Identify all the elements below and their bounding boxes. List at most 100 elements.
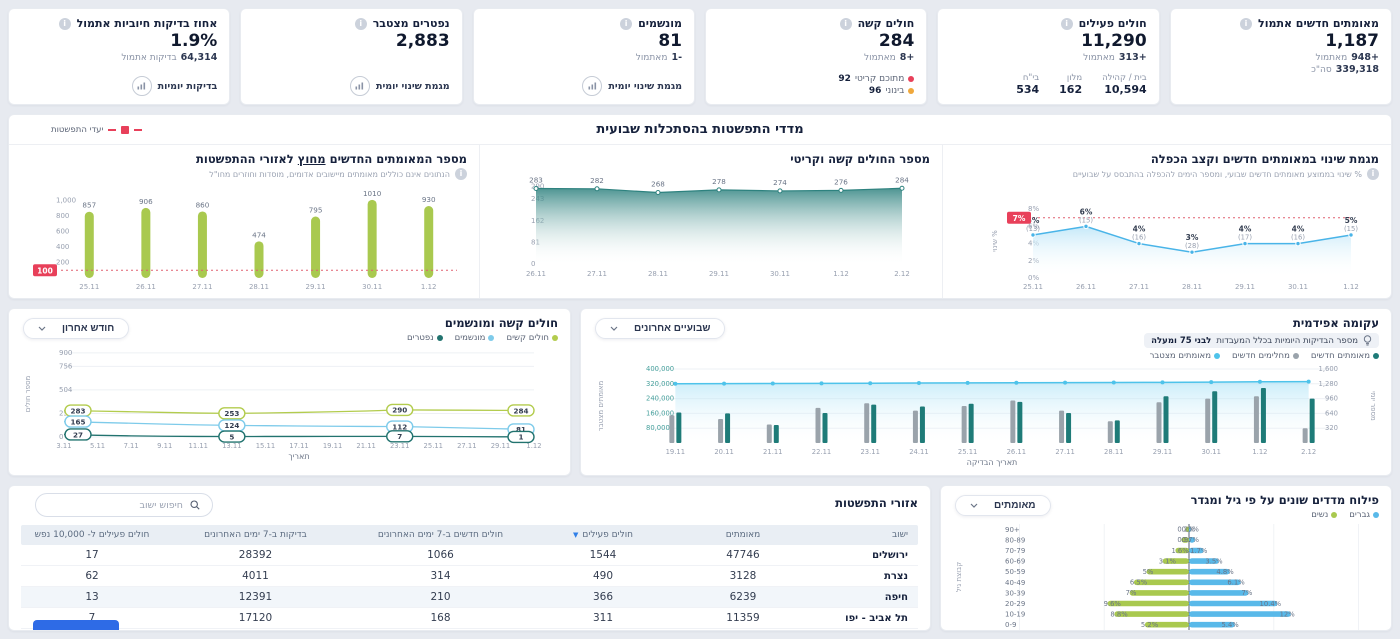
legend-item[interactable]: חולים קשים bbox=[506, 333, 558, 343]
svg-text:0: 0 bbox=[59, 433, 63, 441]
legend-item[interactable]: נפטרים bbox=[407, 333, 443, 343]
column-header-2[interactable]: חולים פעילים ▼ bbox=[533, 525, 673, 545]
svg-text:282: 282 bbox=[590, 176, 604, 185]
svg-text:30-39: 30-39 bbox=[1005, 589, 1025, 597]
epidemic-curve-chart[interactable]: 400,000 320,000 240,000 160,000 80,000 1,600 1… bbox=[593, 361, 1379, 468]
change-trend-chart[interactable]: 8%6%4%2%0%% שינוי5%(13)25.116%(15)26.114… bbox=[955, 180, 1379, 296]
tip-badge: מספר הבדיקות היומיות בכלל המעבדות לבני 7… bbox=[1144, 333, 1379, 348]
chevron-down-icon bbox=[610, 326, 618, 331]
kpi-status-label: מתוכם קריטי bbox=[854, 74, 905, 84]
age-gender-pyramid-chart[interactable]: +900.4%0.2%80-890.9%0.7%70-791.6%1.7%60-… bbox=[953, 520, 1379, 630]
kpi-card-footer: מגמת שינוי יומית bbox=[486, 76, 682, 96]
info-icon[interactable]: i bbox=[1060, 17, 1073, 30]
svg-text:26.11: 26.11 bbox=[526, 270, 546, 278]
severe-ventilated-chart[interactable]: 9007565042520מספר חולים3.115.117.119.111… bbox=[21, 343, 558, 468]
epidemic-range-dropdown[interactable]: שבועיים אחרונים bbox=[595, 318, 726, 339]
legend-label: גברים bbox=[1349, 510, 1370, 520]
svg-text:600: 600 bbox=[56, 228, 69, 236]
svg-text:112: 112 bbox=[392, 422, 407, 431]
table-row[interactable]: חיפה 6239 366 210 12391 13 bbox=[21, 587, 918, 608]
severe-range-dropdown[interactable]: חודש אחרון bbox=[23, 318, 130, 339]
svg-text:30.11: 30.11 bbox=[362, 283, 382, 291]
svg-text:284: 284 bbox=[513, 406, 528, 415]
svg-text:27.11: 27.11 bbox=[1055, 448, 1074, 456]
info-icon[interactable]: i bbox=[839, 17, 852, 30]
info-icon[interactable]: i bbox=[1240, 17, 1253, 30]
column-header-3[interactable]: חולים חדשים ב-7 ימים האחרונים bbox=[348, 525, 533, 545]
info-icon[interactable]: i bbox=[1367, 168, 1379, 180]
column-header-label: ישוב bbox=[891, 530, 908, 540]
svg-text:28.11: 28.11 bbox=[648, 270, 668, 278]
legend-item[interactable]: מונשמים bbox=[455, 333, 495, 343]
column-header-5[interactable]: חולים פעילים ל- 10,000 נפש bbox=[21, 525, 163, 545]
svg-text:70-79: 70-79 bbox=[1005, 547, 1025, 555]
epidemic-curve-svg: 400,000 320,000 240,000 160,000 80,000 1,600 1… bbox=[597, 365, 1377, 467]
info-icon[interactable]: i bbox=[620, 17, 633, 30]
kpi-title-row: חולים קשה i bbox=[718, 17, 914, 30]
kpi-card-positive-tests-pct: אחוז בדיקות חיוביות אתמול i 1.9% 64,314 בדיק… bbox=[8, 8, 231, 105]
legend-item[interactable]: מחלימים חדשים bbox=[1232, 351, 1299, 361]
column-header-label: חולים פעילים bbox=[582, 530, 634, 540]
svg-text:253: 253 bbox=[224, 409, 239, 418]
column-header-0[interactable]: ישוב bbox=[813, 525, 918, 545]
kpi-sub-label: מאתמול bbox=[1083, 52, 1115, 63]
bar-chart-icon bbox=[582, 76, 603, 96]
svg-text:7%: 7% bbox=[1242, 589, 1253, 597]
legend-item[interactable]: מאומתים מצטבר bbox=[1150, 351, 1221, 361]
trend-link[interactable]: מגמת שינוי יומית bbox=[253, 76, 450, 96]
legend-dot-icon bbox=[1331, 512, 1338, 518]
trend-link[interactable]: בדיקות יומיות bbox=[21, 76, 217, 96]
svg-text:4%: 4% bbox=[1239, 225, 1252, 234]
svg-text:474: 474 bbox=[252, 230, 266, 239]
info-icon[interactable]: i bbox=[58, 17, 71, 30]
kpi-sub-value: -1 bbox=[671, 52, 683, 63]
info-icon[interactable]: i bbox=[354, 17, 367, 30]
svg-text:19.11: 19.11 bbox=[323, 442, 342, 450]
column-header-1[interactable]: מאומתים bbox=[673, 525, 813, 545]
panel-title: פילוח מדדים שונים על פי גיל ומגדר bbox=[1190, 493, 1379, 507]
table-header-bar: אזורי התפשטות חיפוש ישוב bbox=[21, 493, 918, 519]
table-row[interactable]: תל אביב - יפו 11359 311 168 17120 7 bbox=[21, 608, 918, 629]
town-search-input[interactable]: חיפוש ישוב bbox=[35, 493, 213, 517]
legend-item[interactable]: גברים bbox=[1349, 510, 1379, 520]
kpi-value: 81 bbox=[658, 31, 683, 51]
svg-text:7%: 7% bbox=[1126, 589, 1137, 597]
svg-text:25.11: 25.11 bbox=[1023, 283, 1043, 291]
kpi-title-row: מונשמים i bbox=[486, 17, 682, 30]
section-title: מדדי התפשטות בהסתכלות שבועית bbox=[596, 122, 804, 137]
severe-critical-chart[interactable]: 29024316281028326.1128227.1126828.112782… bbox=[492, 166, 930, 296]
legend-label: מאומתים חדשים bbox=[1310, 351, 1370, 361]
legend-item[interactable]: נשים bbox=[1311, 510, 1338, 520]
svg-text:9.11: 9.11 bbox=[157, 442, 172, 450]
kpi-sub-value: +8 bbox=[899, 52, 915, 63]
trend-link[interactable]: מגמת שינוי יומית bbox=[486, 76, 682, 96]
outside-areas-bar-chart[interactable]: 1,000 800 600 400 200 857 25.11 906 26.11 860 27.1… bbox=[15, 180, 467, 296]
svg-text:28.11: 28.11 bbox=[1104, 448, 1123, 456]
svg-text:6%: 6% bbox=[1028, 222, 1039, 230]
svg-text:29.11: 29.11 bbox=[1153, 448, 1172, 456]
table-row[interactable]: שפרעם1533249178251760 bbox=[21, 629, 918, 630]
svg-text:80,000: 80,000 bbox=[646, 424, 670, 432]
table-row[interactable]: נצרת 3128 490 314 4011 62 bbox=[21, 566, 918, 587]
kpi-title-label: מאומתים חדשים אתמול bbox=[1258, 17, 1379, 30]
measure-dropdown[interactable]: מאומתים bbox=[955, 495, 1051, 516]
table-cell: 17 bbox=[85, 549, 99, 561]
column-header-4[interactable]: בדיקות ב-7 ימים האחרונים bbox=[163, 525, 348, 545]
table-action-button[interactable] bbox=[33, 620, 119, 630]
target-square-icon bbox=[121, 126, 130, 134]
weekly-header: מדדי התפשטות בהסתכלות שבועית יעדי התפשטו… bbox=[9, 115, 1391, 145]
kpi-status-value: 92 bbox=[838, 74, 851, 84]
svg-text:17.11: 17.11 bbox=[289, 442, 308, 450]
info-icon[interactable]: i bbox=[455, 168, 467, 180]
spread-target-legend[interactable]: יעדי התפשטות bbox=[51, 125, 143, 135]
kpi-sub-label: מאתמול bbox=[1315, 52, 1348, 63]
svg-text:5: 5 bbox=[229, 432, 234, 441]
svg-text:5.11: 5.11 bbox=[90, 442, 105, 450]
kpi-stat-label: בי"ח bbox=[1022, 73, 1040, 83]
svg-text:5%: 5% bbox=[1345, 216, 1358, 225]
legend-item[interactable]: מאומתים חדשים bbox=[1311, 351, 1379, 361]
legend-dot-icon bbox=[436, 335, 443, 341]
svg-text:1: 1 bbox=[518, 433, 523, 442]
table-row[interactable]: ירושלים 47746 1544 1066 28392 17 bbox=[21, 545, 918, 566]
svg-text:26.11: 26.11 bbox=[1076, 283, 1096, 291]
